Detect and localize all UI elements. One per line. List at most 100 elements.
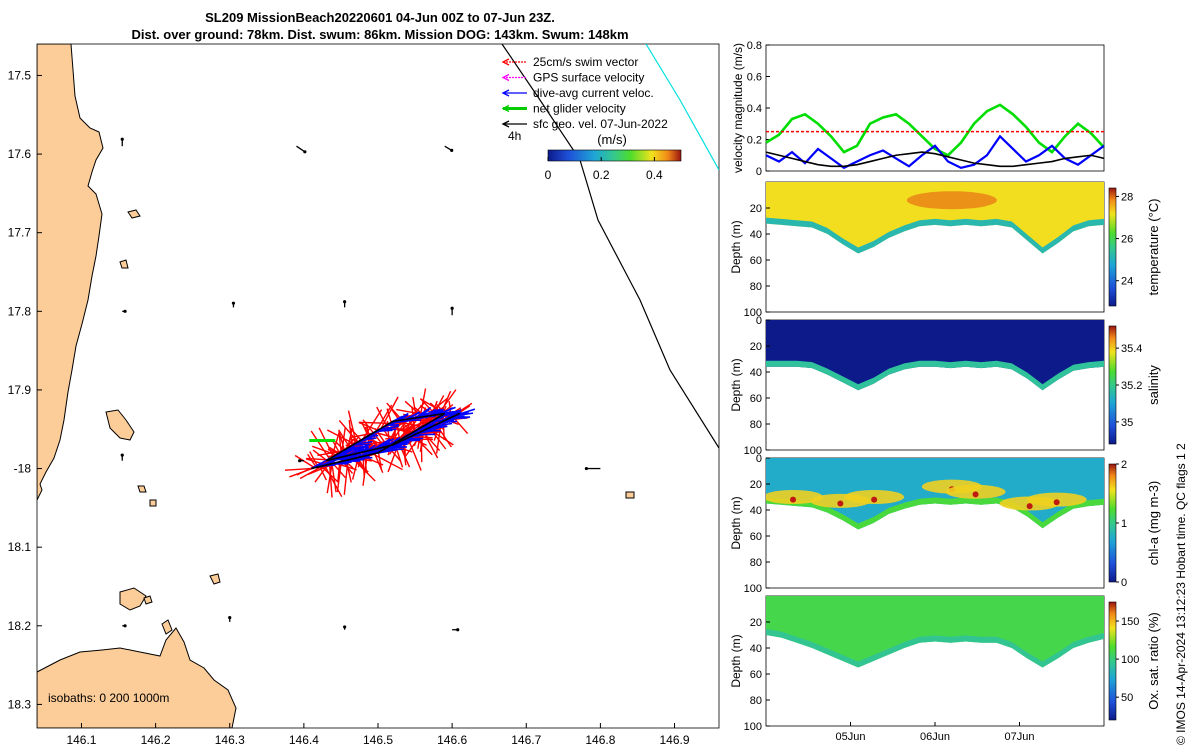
depth-tick-label: 20 <box>750 617 762 629</box>
panel-colorbar-tick-label: 0 <box>1121 577 1127 589</box>
coastline-land <box>37 44 104 501</box>
legend-arrowhead <box>501 120 510 128</box>
heatmap-bottom-layer <box>766 360 1104 391</box>
heatmap-field <box>766 458 1104 530</box>
panel-colorbar-tick-label: 35.2 <box>1121 380 1142 392</box>
map-panel: 146.1 146.2 146.3 146.4 146.5 146.6 146.7 146.8… <box>8 43 720 747</box>
map-x-tick-label: 146.3 <box>215 733 245 747</box>
colorbar-ticks: 0 0.2 0.4 <box>545 157 663 182</box>
isobath-200 <box>501 44 719 449</box>
time-tick-label: 06Jun <box>920 731 950 743</box>
depth-tick-label: 100 <box>744 721 762 733</box>
legend-entry-label: GPS surface velocity <box>533 71 644 85</box>
current-vector <box>345 445 363 457</box>
depth-axis-label: Depth (m) <box>729 358 743 411</box>
sfc-vector-head <box>303 150 307 154</box>
legend-time-label: 4h <box>508 129 521 143</box>
panel-colorbar <box>1108 463 1117 583</box>
sfc-vector-head <box>584 466 588 471</box>
sfc-vector-head <box>123 309 127 313</box>
isobaths-label: isobaths: 0 200 1000m <box>48 691 169 705</box>
depth-tick-label: 40 <box>750 505 762 517</box>
sfc-vector-head <box>123 624 127 628</box>
sfc-vector-head <box>450 148 454 153</box>
map-y-tick-label: 17.8 <box>8 304 32 318</box>
velocity-y-tick-label: 0 <box>756 166 762 178</box>
swim-vector <box>294 454 315 469</box>
sfc-vector-head <box>343 300 347 304</box>
swim-vector <box>336 461 342 493</box>
swim-vector <box>419 388 427 418</box>
swim-vector <box>380 396 399 429</box>
panel-colorbar-tick-label: 35 <box>1121 417 1133 429</box>
depth-tick-label: 40 <box>750 229 762 241</box>
coastline-land-south <box>37 627 237 728</box>
depth-tick-label: 100 <box>744 445 762 457</box>
panel-colorbar-label: Ox. sat. ratio (%) <box>1146 612 1161 710</box>
panel-colorbar-tick-label: 1 <box>1121 518 1127 530</box>
map-x-tick-label: 146.2 <box>141 733 171 747</box>
velocity-y-tick-label: 0.6 <box>747 72 762 84</box>
swim-vector <box>306 457 330 461</box>
map-y-tick-label: 17.6 <box>8 147 32 161</box>
colorbar-label: (m/s) <box>597 132 627 147</box>
map-x-tick-label: 146.9 <box>660 733 690 747</box>
chl-peak-point <box>871 496 878 503</box>
island <box>161 619 173 635</box>
surface-geo-vectors <box>120 137 601 632</box>
island <box>127 209 141 219</box>
current-vector <box>401 439 420 442</box>
glider-track <box>309 412 460 470</box>
figure-title-line2: Dist. over ground: 78km. Dist. swum: 86k… <box>131 27 629 42</box>
map-x-tick-label: 146.8 <box>585 733 615 747</box>
panel-colorbar-tick-label: 24 <box>1121 276 1133 288</box>
depth-axis-label: Depth (m) <box>729 634 743 687</box>
chl-peak-point <box>790 496 797 503</box>
map-y-ticks: 17.5 17.6 17.7 17.8 17.9 -18 18.1 18.2 18.3 <box>8 68 42 711</box>
panel-temperature: 20 40 60 80 100 Depth (m) 24 26 28 temperature (°… <box>729 181 1161 319</box>
panel-colorbar-tick-label: 28 <box>1121 191 1133 203</box>
colorbar-tick-label: 0.2 <box>593 168 610 182</box>
heatmap-field <box>766 182 1104 254</box>
current-vector <box>330 449 348 461</box>
legend-entry-label: net glider velocity <box>533 102 626 116</box>
depth-tick-label: 60 <box>750 531 762 543</box>
legend-entry-label: 25cm/s swim vector <box>533 55 638 69</box>
swim-vector <box>338 434 342 452</box>
sfc-vector-head <box>298 459 302 463</box>
sfc-vector <box>296 145 306 153</box>
legend-entry-label: sfc geo. vel. 07-Jun-2022 <box>533 117 668 131</box>
map-y-tick-label: 18.2 <box>8 619 32 633</box>
velocity-y-tick-label: 0.4 <box>747 103 762 115</box>
depth-tick-label: 40 <box>750 643 762 655</box>
panel-colorbar-tick-label: 150 <box>1121 616 1139 628</box>
map-y-tick-label: 17.7 <box>8 226 32 240</box>
depth-tick-label: 20 <box>750 341 762 353</box>
map-y-tick-label: 18.1 <box>8 540 32 554</box>
depth-axis-label: Depth (m) <box>729 496 743 549</box>
swim-vector <box>347 410 357 444</box>
depth-tick-label: 100 <box>744 583 762 595</box>
current-vector <box>385 436 401 448</box>
heatmap-bottom-layer <box>766 629 1104 668</box>
heatmap-field <box>766 320 1104 391</box>
island <box>209 573 221 585</box>
current-vector <box>379 425 399 431</box>
sfc-vector-head <box>343 625 347 629</box>
glider-track-line <box>311 412 460 470</box>
panel-colorbar <box>1108 325 1117 445</box>
map-y-tick-label: -18 <box>14 462 32 476</box>
depth-tick-label: 80 <box>750 557 762 569</box>
current-vector <box>419 408 437 418</box>
sfc-vector-head <box>450 306 454 310</box>
velocity-series-line <box>765 134 1105 170</box>
colorbar-gradient <box>547 149 682 162</box>
depth-tick-label: 20 <box>750 479 762 491</box>
swim-vector <box>407 437 422 471</box>
swim-vector <box>422 430 439 459</box>
map-x-tick-label: 146.4 <box>289 733 319 747</box>
swim-vector <box>375 404 393 432</box>
panel-colorbar-label: chl-a (mg m-3) <box>1146 481 1161 566</box>
figure-title-line1: SL209 MissionBeach20220601 04-Jun 00Z to… <box>205 10 555 25</box>
